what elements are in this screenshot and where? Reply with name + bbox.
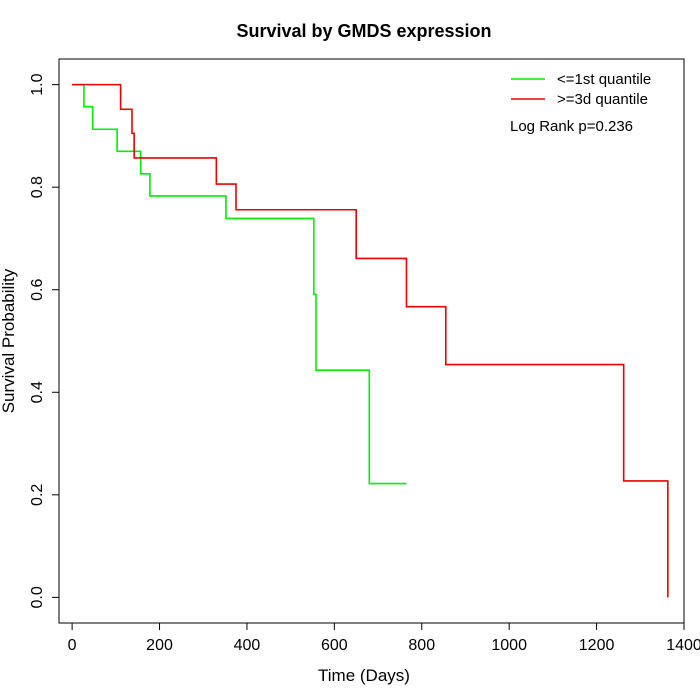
series-layer [72, 83, 669, 598]
y-tick-label: 0.0 [29, 586, 46, 608]
y-tick-label: 0.2 [29, 484, 46, 506]
x-tick-label: 400 [234, 637, 261, 654]
y-tick-label: 1.0 [29, 73, 46, 95]
series-line-1 [72, 83, 407, 485]
y-axis: 0.0 0.2 0.4 0.6 0.8 1.0 [29, 73, 60, 608]
legend-label-1: <=1st quantile [557, 71, 651, 88]
x-tick-label: 1200 [579, 637, 615, 654]
log-rank-annotation: Log Rank p=0.236 [510, 118, 633, 135]
x-axis-label: Time (Days) [318, 666, 410, 685]
y-tick-label: 0.4 [29, 381, 46, 403]
x-tick-label: 200 [146, 637, 173, 654]
chart-title: Survival by GMDS expression [236, 21, 491, 41]
x-tick-label: 1000 [491, 637, 527, 654]
x-tick-label: 600 [321, 637, 348, 654]
x-tick-label: 800 [408, 637, 435, 654]
legend: <=1st quantile >=3d quantile [511, 71, 651, 108]
series-line-2 [72, 83, 669, 598]
x-tick-label: 1400 [666, 637, 700, 654]
legend-label-2: >=3d quantile [557, 91, 648, 108]
y-tick-label: 0.6 [29, 279, 46, 301]
y-axis-label: Survival Probability [0, 268, 18, 413]
plot-frame [58, 58, 685, 624]
y-tick-label: 0.8 [29, 176, 46, 198]
x-tick-label: 0 [68, 637, 77, 654]
x-axis: 0 200 400 600 800 1000 1200 1400 [68, 622, 700, 654]
